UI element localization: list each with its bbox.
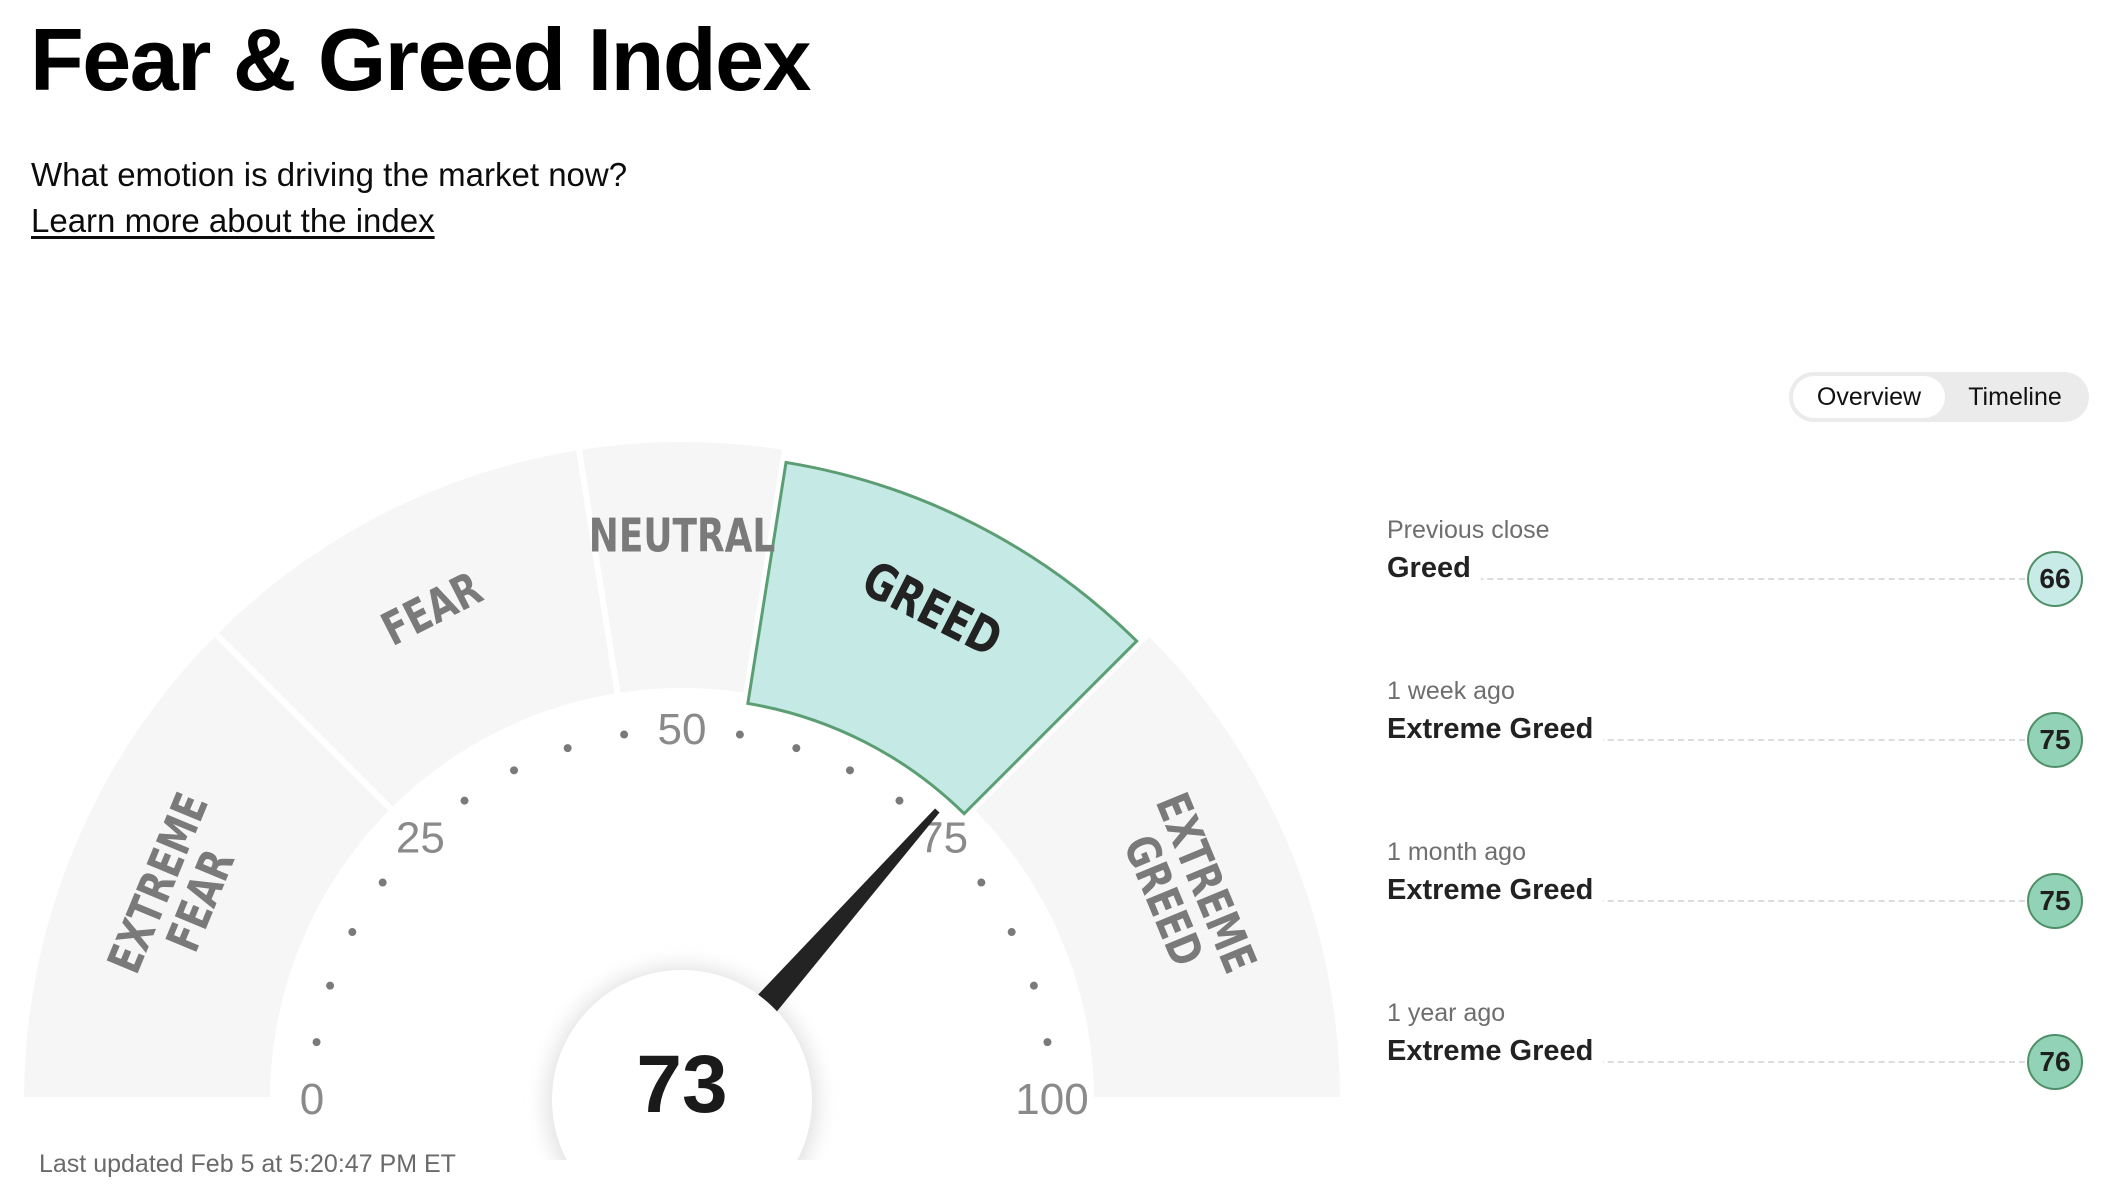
- dashed-leader-line: [1387, 739, 2025, 741]
- history-rating: Extreme Greed: [1387, 711, 1604, 747]
- history-period: 1 year ago: [1387, 999, 1506, 1027]
- gauge-zones: [24, 442, 1340, 1097]
- needle-hub: [552, 970, 812, 1160]
- zone-extreme-greed: [975, 636, 1340, 1097]
- zone-extreme-fear: [24, 636, 389, 1097]
- history-value-badge: 75: [2027, 873, 2083, 929]
- history-value-badge: 75: [2027, 712, 2083, 768]
- history-period: Previous close: [1387, 516, 1550, 544]
- history-item-1-week-ago: 1 week ago Extreme Greed 75: [1387, 676, 2083, 837]
- history-value-badge: 76: [2027, 1034, 2083, 1090]
- page-title: Fear & Greed Index: [30, 10, 811, 109]
- learn-more-link[interactable]: Learn more about the index: [31, 202, 435, 239]
- history-rating: Greed: [1387, 550, 1481, 586]
- history-item-1-year-ago: 1 year ago Extreme Greed 76: [1387, 998, 2083, 1159]
- history-list: Previous close Greed 66 1 week ago Extre…: [1387, 515, 2083, 1159]
- zone-neutral: [582, 442, 782, 693]
- dial-dot: [510, 766, 519, 775]
- tick-label-25: 25: [396, 813, 445, 862]
- dial-dot: [563, 744, 572, 753]
- tick-label-0: 0: [300, 1075, 324, 1124]
- zone-label-neutral: NEUTRAL: [589, 509, 775, 563]
- gauge-needle: [732, 808, 940, 1041]
- current-score: 73: [636, 1039, 727, 1130]
- zone-label-line: NEUTRAL: [589, 509, 775, 563]
- dial-dot: [845, 766, 854, 775]
- history-value-badge: 66: [2027, 551, 2083, 607]
- history-item-previous-close: Previous close Greed 66: [1387, 515, 2083, 676]
- tick-label-100: 100: [1015, 1075, 1088, 1124]
- dial-dot: [348, 928, 357, 937]
- dial-dot: [1029, 981, 1038, 990]
- dial-dot: [312, 1038, 321, 1047]
- dashed-leader-line: [1387, 900, 2025, 902]
- dial-dot: [620, 730, 629, 739]
- zone-fear: [218, 450, 615, 807]
- history-item-1-month-ago: 1 month ago Extreme Greed 75: [1387, 837, 2083, 998]
- history-period: 1 week ago: [1387, 677, 1515, 705]
- dial-dot: [977, 878, 986, 887]
- gauge-needle-group: 73: [546, 808, 940, 1160]
- timeline-tab[interactable]: Timeline: [1968, 382, 2062, 411]
- dashed-leader-line: [1387, 578, 2025, 580]
- page-subtitle: What emotion is driving the market now?: [31, 156, 628, 193]
- dial-dot: [895, 796, 904, 805]
- dashed-leader-line: [1387, 1061, 2025, 1063]
- history-rating: Extreme Greed: [1387, 872, 1604, 908]
- dial-dot: [460, 796, 469, 805]
- dial-dot: [792, 744, 801, 753]
- view-toggle: Overview Timeline: [1789, 372, 2089, 422]
- overview-tab[interactable]: Overview: [1793, 376, 1945, 418]
- history-period: 1 month ago: [1387, 838, 1526, 866]
- dial-dot: [1007, 928, 1016, 937]
- last-updated-text: Last updated Feb 5 at 5:20:47 PM ET: [39, 1150, 456, 1178]
- dial-dot: [326, 981, 335, 990]
- history-rating: Extreme Greed: [1387, 1033, 1604, 1069]
- dial-dot: [378, 878, 387, 887]
- dial-dot: [735, 730, 744, 739]
- dial-dot: [1043, 1038, 1052, 1047]
- fear-greed-gauge: EXTREMEFEARFEARNEUTRALGREEDEXTREMEGREED …: [24, 442, 1340, 1160]
- gauge-dial-dots: [312, 730, 1052, 1047]
- zone-greed: [746, 460, 1139, 816]
- tick-label-50: 50: [658, 705, 707, 754]
